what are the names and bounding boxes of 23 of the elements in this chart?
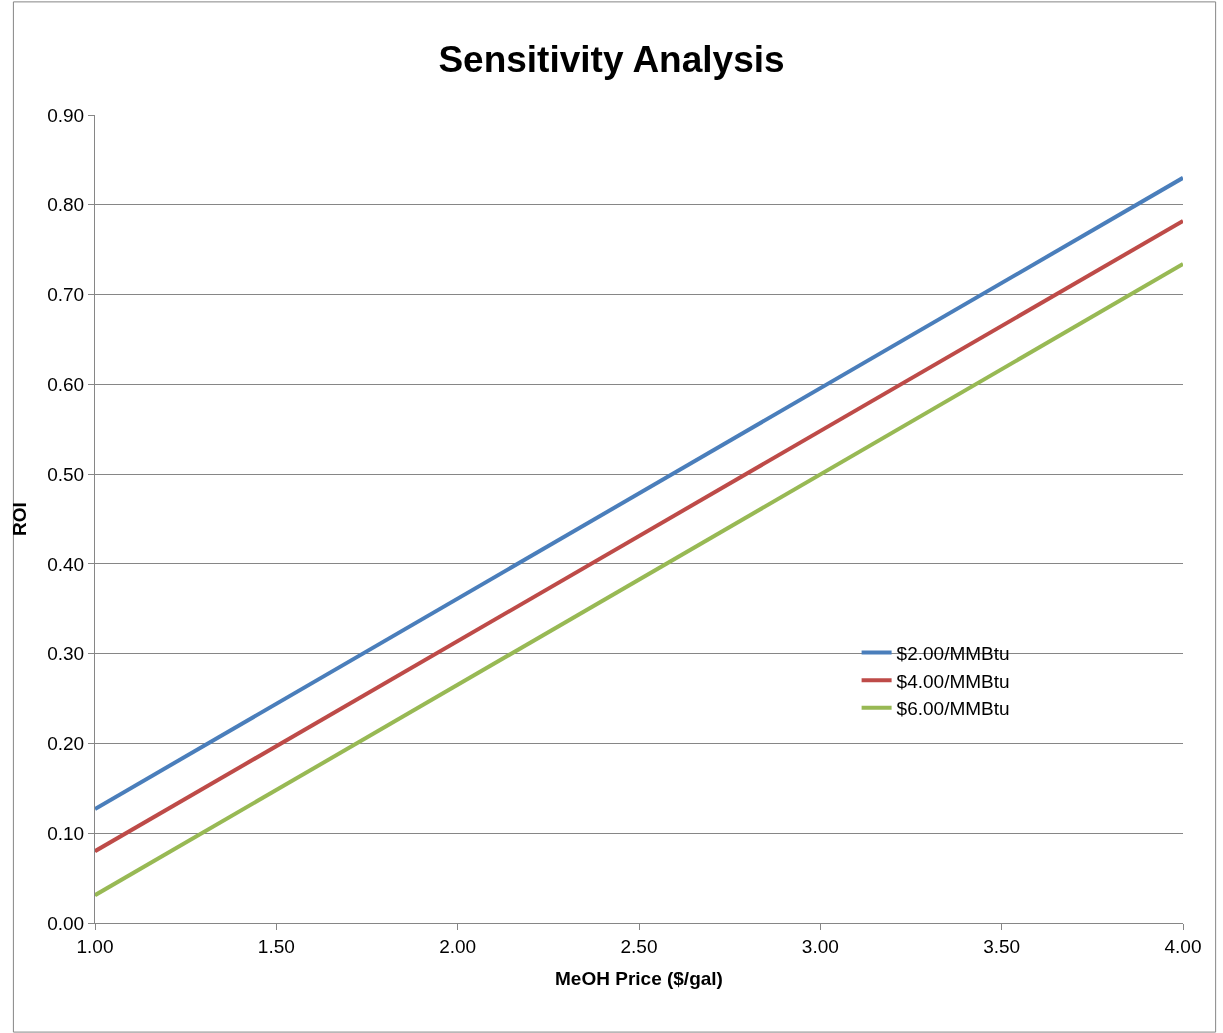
y-tick-label: 0.90 (47, 104, 85, 126)
x-tick-label: 1.00 (76, 935, 114, 957)
x-tick-label: 1.50 (257, 935, 295, 957)
y-tick-label: 0.10 (47, 822, 85, 844)
x-tick-label: 2.50 (620, 935, 658, 957)
x-tick-label: 2.00 (439, 935, 477, 957)
y-tick-label: 0.40 (47, 553, 85, 575)
y-tick-label: 0.20 (47, 733, 85, 755)
legend-label: $2.00/MMBtu (896, 642, 1010, 664)
y-tick-label: 0.70 (47, 284, 85, 306)
y-tick-label: 0.50 (47, 463, 85, 485)
x-axis-title: MeOH Price ($/gal) (555, 967, 723, 989)
y-tick-label: 0.30 (47, 643, 85, 665)
x-tick-label: 3.00 (801, 935, 839, 957)
y-tick-label: 0.00 (47, 912, 85, 934)
legend-label: $4.00/MMBtu (896, 670, 1010, 692)
x-tick-label: 3.50 (983, 935, 1021, 957)
legend-label: $6.00/MMBtu (896, 698, 1010, 720)
chart-title: Sensitivity Analysis (438, 39, 785, 81)
x-tick-label: 4.00 (1164, 935, 1202, 957)
y-tick-label: 0.80 (47, 194, 85, 216)
y-axis-title: ROI (9, 502, 31, 536)
y-tick-label: 0.60 (47, 373, 85, 395)
